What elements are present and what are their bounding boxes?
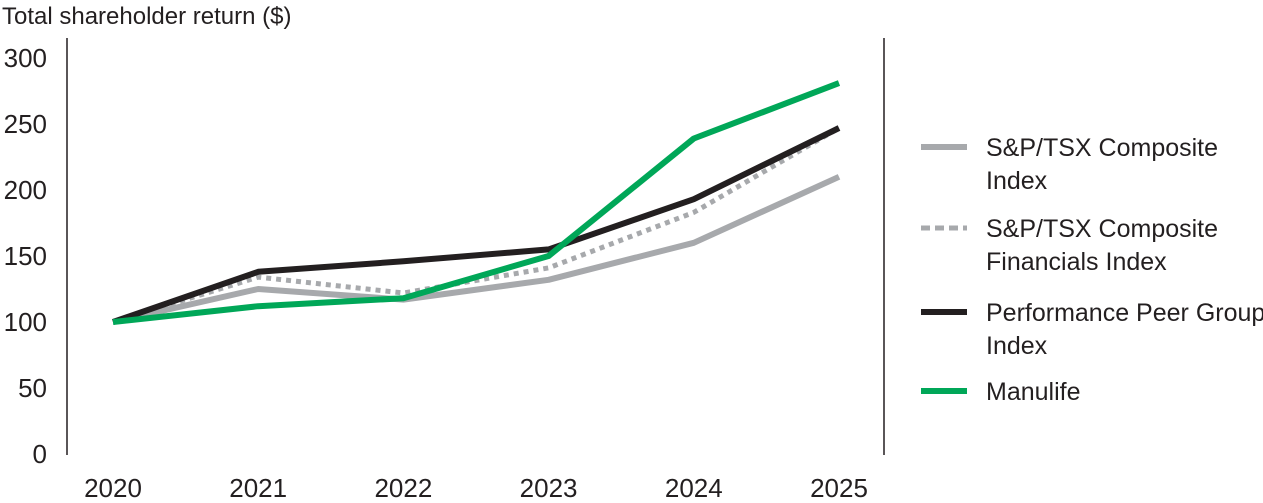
x-tick-label: 2022	[374, 473, 432, 503]
series-lines	[112, 80, 841, 325]
y-axis-title: Total shareholder return ($)	[2, 3, 291, 30]
x-tick-label: 2021	[229, 473, 287, 503]
legend-item: Manulife	[921, 378, 1081, 406]
legend-label: Manulife	[986, 378, 1081, 406]
y-tick-label: 0	[33, 439, 47, 469]
legend-label: Index	[986, 167, 1048, 195]
series-line	[112, 125, 841, 325]
y-tick-label: 100	[4, 307, 47, 337]
series-line	[112, 174, 841, 325]
x-tick-label: 2025	[810, 473, 868, 503]
x-axis-ticks: 2020 2021 2022 2023 2024 2025	[84, 473, 868, 503]
y-tick-label: 150	[4, 241, 47, 271]
x-tick-label: 2023	[520, 473, 578, 503]
legend-label: S&P/TSX Composite	[986, 134, 1218, 162]
legend-item: Performance Peer Group Index	[921, 299, 1263, 360]
series-line	[112, 125, 841, 325]
x-tick-label: 2020	[84, 473, 142, 503]
y-tick-label: 200	[4, 175, 47, 205]
legend-label: Financials Index	[986, 248, 1167, 276]
y-tick-label: 250	[4, 109, 47, 139]
legend-item: S&P/TSX Composite Financials Index	[921, 215, 1218, 276]
x-tick-label: 2024	[665, 473, 723, 503]
legend-label: Index	[986, 332, 1048, 360]
legend-item: S&P/TSX Composite Index	[921, 134, 1218, 195]
legend-label: Performance Peer Group	[986, 299, 1263, 327]
series-line	[112, 80, 841, 325]
y-axis-ticks: 0 50 100 150 200 250 300	[4, 43, 47, 469]
y-tick-label: 50	[18, 373, 47, 403]
legend: S&P/TSX Composite Index S&P/TSX Composite F…	[921, 134, 1263, 406]
y-tick-label: 300	[4, 43, 47, 73]
legend-label: S&P/TSX Composite	[986, 215, 1218, 243]
